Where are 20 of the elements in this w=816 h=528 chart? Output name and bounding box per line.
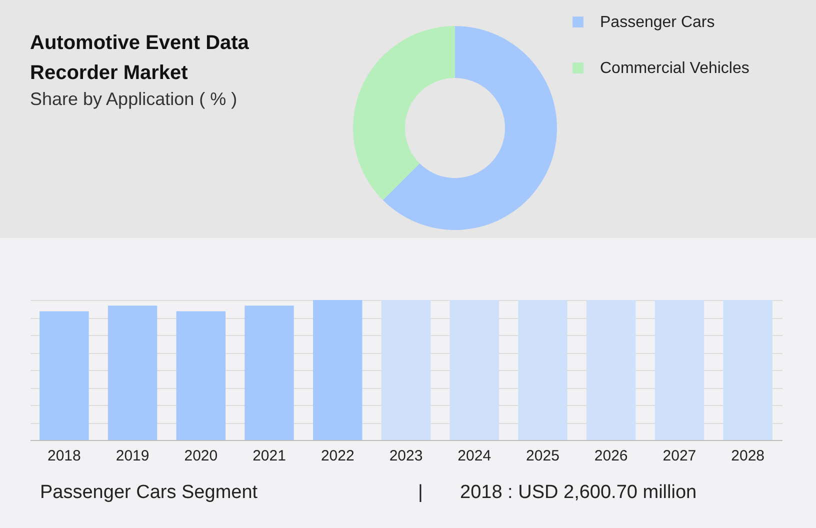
- legend-label: Passenger Cars: [600, 14, 715, 31]
- x-tick-label: 2025: [526, 448, 560, 464]
- x-tick-label: 2027: [662, 448, 696, 464]
- text: Share by Application ( % ): [30, 89, 238, 109]
- x-tick-label: 2018: [47, 448, 81, 464]
- donut-slice: [353, 26, 455, 200]
- text: |: [418, 482, 423, 504]
- text: 2018 : USD 2,600.70 million: [460, 482, 697, 504]
- x-tick-label: 2024: [458, 448, 492, 464]
- x-tick-label: 2019: [116, 448, 150, 464]
- text: Automotive Event Data Recorder Market: [30, 32, 250, 84]
- x-tick-label: 2028: [731, 448, 765, 464]
- x-tick-label: 2021: [252, 448, 286, 464]
- legend-label: Commercial Vehicles: [600, 60, 750, 77]
- x-tick-label: 2022: [320, 448, 354, 464]
- donut-slice: [382, 26, 557, 230]
- x-tick-label: 2023: [389, 448, 423, 464]
- x-tick-label: 2026: [594, 448, 628, 464]
- x-tick-label: 2020: [184, 448, 218, 464]
- text: Passenger Cars Segment: [40, 482, 258, 504]
